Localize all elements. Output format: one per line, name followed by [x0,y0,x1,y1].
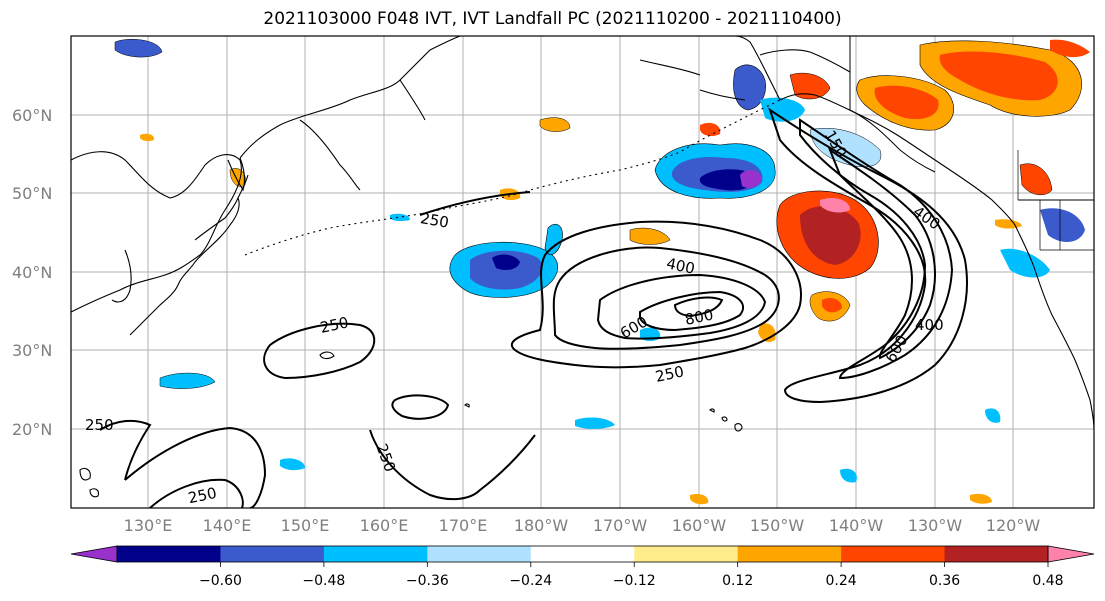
colorbar-tick-label: −0.48 [302,573,345,589]
contour-label: 250 [654,362,686,386]
lon-label: 120°W [986,516,1041,535]
colorbar-tick-label: −0.36 [406,573,449,589]
contour-label: 800 [683,305,715,329]
contour-800-central [639,290,745,332]
colorbar-segment [427,546,532,562]
latitude-labels: 20°N 30°N 40°N 50°N 60°N [12,106,52,439]
colorbar-tick-label: 0.24 [826,573,857,589]
contour-250-sw [99,419,152,481]
contour-label: 250 [187,484,219,508]
colorbar-outline [116,545,1049,563]
contour-600-central [596,273,767,340]
lon-label: 160°W [672,516,727,535]
graticule [71,36,1094,508]
lon-label: 150°E [281,516,330,535]
lat-label: 30°N [12,341,52,360]
colorbar-segment [944,546,1049,562]
coastlines [71,36,1094,498]
longitude-labels: 130°E 140°E 150°E 160°E 170°E 180°W 170°… [124,516,1041,535]
contour-label: 400 [915,316,944,334]
colorbar-segment [117,546,221,562]
contour-250-central [510,220,802,369]
colorbar-extend-low [70,545,118,563]
lon-label: 140°E [203,516,252,535]
ivt-contours [99,107,968,508]
map-title: 2021103000 F048 IVT, IVT Landfall PC (20… [263,9,842,29]
colorbar-segment [634,546,739,562]
colorbar-tick-label: −0.12 [613,573,656,589]
map-frame [70,35,1095,509]
lon-label: 140°W [829,516,884,535]
lat-label: 50°N [12,184,52,203]
lon-label: 130°E [124,516,173,535]
colorbar: −0.60 −0.48 −0.36 −0.24 −0.12 0.12 0.24 0.36 0.4… [70,545,1095,589]
contour-400-central [552,246,780,350]
colorbar-ticks: −0.60 −0.48 −0.36 −0.24 −0.12 0.12 0.24 0.36 0.4… [199,562,1064,589]
ivt-pc-shading [114,39,1090,505]
colorbar-tick-label: 0.12 [722,573,753,589]
lon-label: 180°W [514,516,569,535]
colorbar-extend-high [1047,545,1095,563]
colorbar-tick-label: −0.60 [199,573,242,589]
lon-label: 170°E [439,516,488,535]
colorbar-segment [841,546,946,562]
contour-250-coastal [768,107,968,404]
colorbar-segment [220,546,325,562]
colorbar-tick-label: −0.24 [509,573,552,589]
colorbar-segment [323,546,428,562]
lat-label: 40°N [12,263,52,282]
contour-label: 400 [665,254,697,278]
contour-400-coastal [799,118,954,380]
lon-label: 150°W [750,516,805,535]
colorbar-segments [117,546,1049,562]
contour-600-coastal [827,147,936,360]
colorbar-tick-label: 0.48 [1032,573,1063,589]
lon-label: 170°W [593,516,648,535]
lon-label: 160°E [360,516,409,535]
colorbar-segment [530,546,635,562]
colorbar-segment [737,546,842,562]
lat-label: 20°N [12,420,52,439]
lat-label: 60°N [12,106,52,125]
contour-250-west [263,322,376,380]
contour-label: 250 [318,313,350,337]
contour-label: 250 [419,209,450,232]
colorbar-tick-label: 0.36 [929,573,960,589]
contour-label: 250 [85,416,114,434]
lon-label: 130°W [908,516,963,535]
